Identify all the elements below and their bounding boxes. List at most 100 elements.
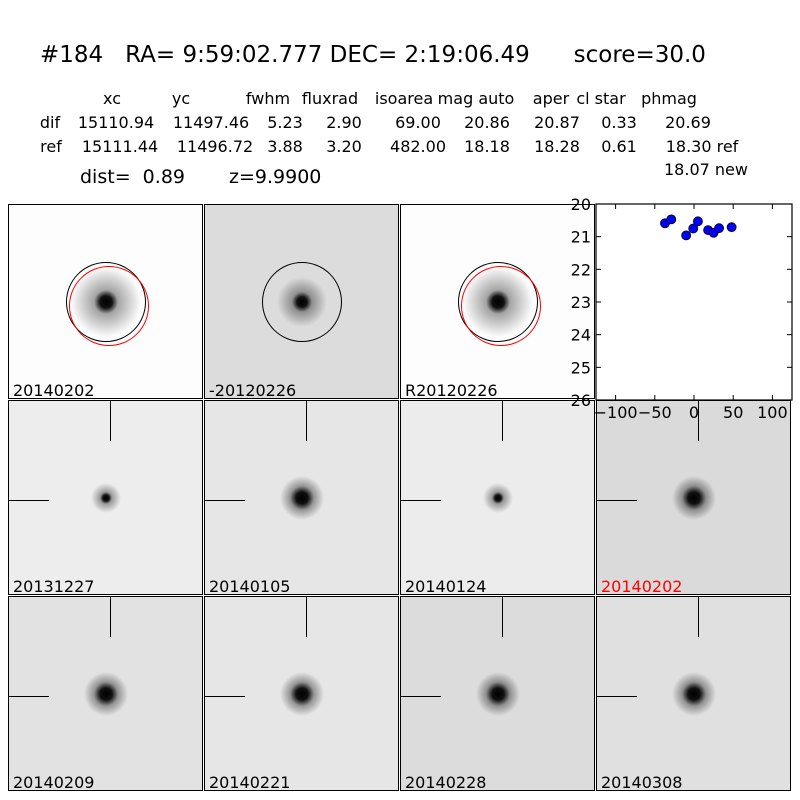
source-blob xyxy=(279,671,324,716)
column-header: aper xyxy=(532,89,570,108)
crosshair-tick xyxy=(9,500,49,501)
crosshair-tick xyxy=(9,696,49,697)
data-point xyxy=(688,223,699,234)
stamp-label: 20140124 xyxy=(405,577,487,595)
source-blob xyxy=(671,475,716,520)
table-cell: 15111.44 xyxy=(81,137,159,156)
data-point xyxy=(726,222,737,233)
stamp-label: 20140105 xyxy=(209,577,291,595)
stamp-label: R20120226 xyxy=(405,381,498,399)
crosshair-tick xyxy=(306,401,307,441)
crosshair-tick xyxy=(401,696,441,697)
table-cell: 20.87 xyxy=(534,113,580,132)
crosshair-tick xyxy=(306,597,307,637)
light-curve-plot: 20 21 22 23 24 25 26−100 −50 0 50 100 xyxy=(571,195,793,422)
column-header: yc xyxy=(171,89,191,108)
x-tick-label: 100 xyxy=(757,403,788,422)
stamp-label: 20140308 xyxy=(601,773,683,791)
table-cell: 3.88 xyxy=(267,137,303,156)
x-tick-label: −50 xyxy=(638,403,672,422)
crosshair-tick xyxy=(110,401,111,441)
image-stamp: 20131227 xyxy=(8,400,203,595)
table-cell: 2.90 xyxy=(326,113,362,132)
y-tick-label: 25 xyxy=(571,358,591,377)
column-header: fwhm xyxy=(245,89,291,108)
page-title: #184 RA= 9:59:02.777 DEC= 2:19:06.49 sco… xyxy=(40,42,706,68)
row-label: ref xyxy=(40,137,62,156)
y-tick-label: 24 xyxy=(571,326,591,345)
y-tick-label: 20 xyxy=(571,195,591,214)
source-blob xyxy=(90,482,121,513)
source-blob xyxy=(279,475,324,520)
stamp-label: -20120226 xyxy=(209,381,297,399)
column-header: xc xyxy=(103,89,121,108)
source-blob xyxy=(671,671,716,716)
source-blob xyxy=(475,671,520,716)
table-cell: 3.20 xyxy=(326,137,362,156)
table-cell: 11496.72 xyxy=(176,137,254,156)
stamp-label: 20140202 xyxy=(601,577,683,595)
data-point xyxy=(681,230,692,241)
x-tick-label: −100 xyxy=(594,403,638,422)
ref-aperture-circle xyxy=(460,265,541,346)
stamp-label: 20140221 xyxy=(209,773,291,791)
crosshair-tick xyxy=(205,696,245,697)
row-label: dif xyxy=(39,113,61,132)
crosshair-tick xyxy=(502,597,503,637)
crosshair-tick xyxy=(597,500,637,501)
image-stamp: 20140124 xyxy=(400,400,595,595)
stamp-label: 20140228 xyxy=(405,773,487,791)
stamp-label: 20140209 xyxy=(13,773,95,791)
table-cell: 18.30 ref xyxy=(665,137,739,156)
table-cell: 15110.94 xyxy=(77,113,155,132)
image-stamp: 20140221 xyxy=(204,596,399,791)
image-stamp: 20140228 xyxy=(400,596,595,791)
crosshair-tick xyxy=(698,401,699,441)
data-point xyxy=(666,214,677,225)
column-header: phmag xyxy=(641,89,697,108)
data-point xyxy=(693,216,703,227)
column-header: cl star xyxy=(576,89,626,108)
plot-frame xyxy=(595,203,793,401)
table-cell: 11497.46 xyxy=(172,113,250,132)
image-stamp: 20140209 xyxy=(8,596,203,791)
table-cell: 20.86 xyxy=(464,113,510,132)
column-header: fluxrad xyxy=(301,89,359,108)
stamp-label: 20131227 xyxy=(13,577,95,595)
y-tick-label: 26 xyxy=(571,391,591,410)
crosshair-tick xyxy=(401,500,441,501)
y-tick-label: 21 xyxy=(571,228,591,247)
crosshair-tick xyxy=(205,500,245,501)
x-tick-label: 50 xyxy=(723,403,743,422)
table-cell: 18.28 xyxy=(534,137,580,156)
table-cell: 0.33 xyxy=(601,113,637,132)
column-header: mag auto xyxy=(437,89,515,108)
column-header: isoarea xyxy=(374,89,434,108)
y-tick-label: 23 xyxy=(571,293,591,312)
crosshair-tick xyxy=(597,696,637,697)
crosshair-tick xyxy=(698,597,699,637)
data-point xyxy=(714,223,724,234)
new-phmag: 18.07 new xyxy=(664,160,748,179)
image-stamp: R20120226 xyxy=(400,204,595,399)
dist-value: dist= 0.89 xyxy=(80,166,185,188)
stamp-label: 20140202 xyxy=(13,381,95,399)
x-tick-label: 0 xyxy=(689,403,699,422)
source-blob xyxy=(83,671,128,716)
z-value: z=9.9900 xyxy=(229,166,322,188)
table-cell: 482.00 xyxy=(390,137,446,156)
table-cell: 20.69 xyxy=(665,113,711,132)
y-tick-label: 22 xyxy=(571,260,591,279)
image-stamp: 20140105 xyxy=(204,400,399,595)
image-stamp: 20140308 xyxy=(596,596,791,791)
aperture-circle xyxy=(261,261,342,342)
source-blob xyxy=(482,482,513,513)
image-stamp: 20140202 xyxy=(8,204,203,399)
crosshair-tick xyxy=(110,597,111,637)
image-stamp: -20120226 xyxy=(204,204,399,399)
crosshair-tick xyxy=(502,401,503,441)
table-cell: 69.00 xyxy=(395,113,441,132)
table-cell: 18.18 xyxy=(464,137,510,156)
table-cell: 5.23 xyxy=(267,113,303,132)
ref-aperture-circle xyxy=(68,265,149,346)
